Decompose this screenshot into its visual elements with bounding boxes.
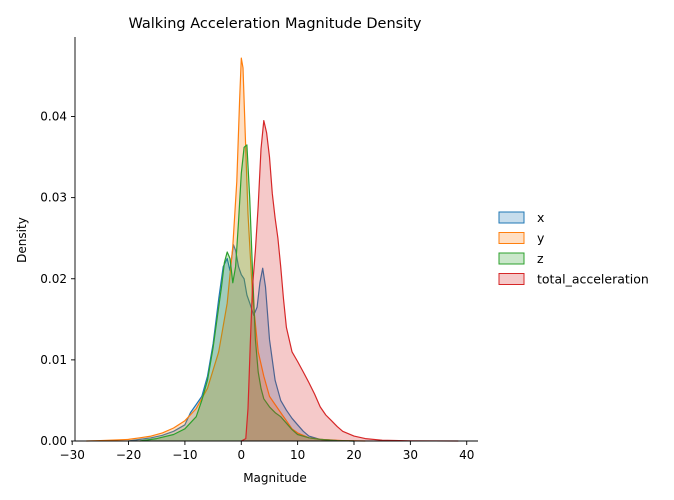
x-tick-label: −20 [116, 448, 141, 462]
legend-label-x: x [537, 210, 544, 225]
density-fill-total-acceleration [241, 120, 459, 441]
y-tick-label: 0.04 [40, 110, 67, 124]
density-line-x [128, 244, 355, 442]
legend-swatch-y [498, 232, 525, 244]
y-tick-label: 0.02 [40, 272, 67, 286]
density-line-total-acceleration [241, 120, 459, 442]
x-tick-label: 0 [237, 448, 245, 462]
density-line-y [86, 57, 366, 442]
density-fill-x [128, 244, 354, 441]
density-fill-z [139, 144, 354, 441]
x-tick-label: −30 [60, 448, 85, 462]
legend-label-total-acceleration: total_acceleration [537, 272, 649, 287]
legend-swatch-x [498, 211, 525, 224]
y-tick-label: 0.00 [40, 434, 67, 448]
x-tick-label: 40 [459, 448, 474, 462]
x-tick-label: −10 [172, 448, 197, 462]
x-tick-label: 20 [346, 448, 361, 462]
legend-swatch-total-acceleration [498, 273, 525, 285]
y-tick-label: 0.03 [40, 191, 67, 205]
plot-area [86, 57, 459, 442]
legend-label-z: z [537, 251, 544, 266]
x-tick-label: 10 [290, 448, 305, 462]
x-tick-label: 30 [403, 448, 418, 462]
legend-label-y: y [537, 231, 545, 246]
legend: xyz total_acceleration [498, 210, 649, 287]
x-axis-label: Magnitude [243, 471, 307, 485]
density-fill-y [86, 58, 366, 441]
density-line-z [139, 144, 355, 442]
y-tick-label: 0.01 [40, 353, 67, 367]
legend-swatch-z [498, 252, 525, 265]
y-axis-label: Density [15, 217, 29, 263]
axes: −30 −20 −10 0 10 20 30 40 0.00 0.01 0.02 0.03 0.04 [40, 37, 478, 462]
chart-title: Walking Acceleration Magnitude Density [128, 16, 421, 32]
